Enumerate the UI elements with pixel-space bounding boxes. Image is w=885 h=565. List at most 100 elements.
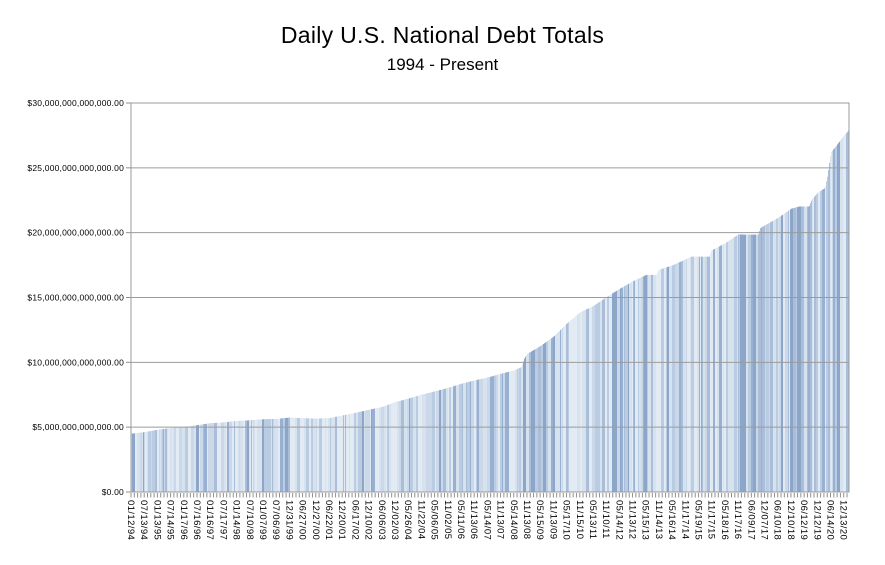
- debt-bar: [705, 256, 707, 492]
- debt-bar: [743, 234, 745, 492]
- x-axis-label: 11/10/11: [600, 500, 611, 539]
- debt-bar: [141, 432, 143, 492]
- debt-bar: [809, 205, 811, 492]
- debt-bar: [591, 306, 593, 492]
- debt-bar: [183, 426, 185, 492]
- debt-bar: [560, 330, 562, 492]
- debt-bar: [740, 234, 742, 492]
- debt-bar: [327, 418, 329, 492]
- debt-bar: [417, 395, 419, 492]
- debt-bar: [345, 414, 347, 492]
- debt-bar: [611, 294, 613, 492]
- debt-bar: [704, 256, 706, 492]
- debt-bar: [425, 393, 427, 492]
- debt-bar: [316, 418, 318, 492]
- debt-bar: [816, 194, 818, 493]
- debt-bar: [713, 249, 715, 492]
- debt-bar: [773, 220, 775, 492]
- debt-bar: [636, 279, 638, 492]
- debt-bar: [152, 430, 154, 492]
- debt-bar: [251, 420, 253, 492]
- debt-bar: [735, 236, 737, 492]
- debt-bar: [590, 307, 592, 492]
- debt-bar: [409, 398, 411, 492]
- debt-bar: [459, 384, 461, 492]
- debt-bar: [622, 287, 624, 492]
- debt-bar: [782, 214, 784, 492]
- debt-bar: [196, 425, 198, 492]
- debt-bar: [654, 274, 656, 492]
- debt-bar: [545, 342, 547, 492]
- debt-bar: [673, 264, 675, 492]
- debt-bar: [509, 371, 511, 492]
- debt-bar: [708, 256, 710, 492]
- debt-bar: [503, 373, 505, 492]
- debt-bar: [313, 418, 315, 492]
- debt-bar: [346, 414, 348, 492]
- debt-bar: [294, 417, 296, 492]
- debt-bar: [569, 321, 571, 492]
- debt-bar: [843, 136, 845, 492]
- debt-bar: [818, 192, 820, 492]
- debt-bar: [458, 384, 460, 492]
- debt-bar: [531, 351, 533, 492]
- x-axis-label: 11/02/05: [442, 500, 453, 539]
- debt-bar: [440, 389, 442, 492]
- debt-bar: [433, 391, 435, 492]
- debt-bar: [661, 268, 663, 492]
- debt-bar: [778, 217, 780, 492]
- debt-bar: [239, 420, 241, 492]
- debt-bar: [413, 397, 415, 492]
- x-axis-label: 12/12/19: [811, 500, 822, 540]
- debt-bar: [612, 293, 614, 492]
- debt-bar: [435, 391, 437, 492]
- x-axis-label: 06/22/01: [323, 500, 334, 540]
- debt-bar: [669, 266, 671, 492]
- debt-bar: [260, 419, 262, 492]
- debt-bar: [682, 260, 684, 492]
- debt-bar: [506, 372, 508, 492]
- debt-bar: [325, 418, 327, 492]
- debt-bar: [271, 419, 273, 492]
- debt-bar: [845, 134, 847, 492]
- debt-bar: [593, 306, 595, 492]
- debt-bar: [281, 418, 283, 492]
- debt-bar: [763, 226, 765, 492]
- debt-bar: [448, 387, 450, 492]
- debt-bar: [421, 394, 423, 492]
- debt-bar: [171, 427, 173, 492]
- debt-bar: [176, 427, 178, 492]
- x-axis-label: 11/17/14: [679, 500, 690, 539]
- debt-bar: [344, 415, 346, 492]
- debt-bar: [792, 208, 794, 492]
- debt-bar: [361, 411, 363, 492]
- debt-bar: [359, 411, 361, 492]
- debt-bar: [364, 410, 366, 492]
- debt-bar: [602, 299, 604, 492]
- debt-bar: [738, 234, 740, 492]
- debt-bar: [570, 320, 572, 492]
- debt-bar: [732, 238, 734, 492]
- debt-bar: [308, 418, 310, 492]
- debt-bar: [295, 417, 297, 492]
- debt-bar: [550, 338, 552, 492]
- debt-bar: [382, 406, 384, 492]
- debt-bar: [420, 395, 422, 492]
- debt-bar: [815, 195, 817, 492]
- debt-bar: [469, 381, 471, 492]
- debt-bar: [240, 420, 242, 492]
- debt-bar: [200, 424, 202, 492]
- x-axis-label: 01/17/96: [178, 500, 189, 540]
- debt-bar: [627, 284, 629, 492]
- debt-bar: [431, 392, 433, 492]
- debt-bar: [422, 394, 424, 492]
- debt-bar: [441, 389, 443, 492]
- debt-bar: [388, 404, 390, 492]
- debt-bar: [812, 198, 814, 492]
- debt-bar: [234, 421, 236, 492]
- debt-bar: [564, 326, 566, 492]
- debt-bar: [227, 421, 229, 492]
- debt-bar: [134, 433, 136, 492]
- debt-bar: [386, 405, 388, 492]
- debt-bar: [350, 413, 352, 492]
